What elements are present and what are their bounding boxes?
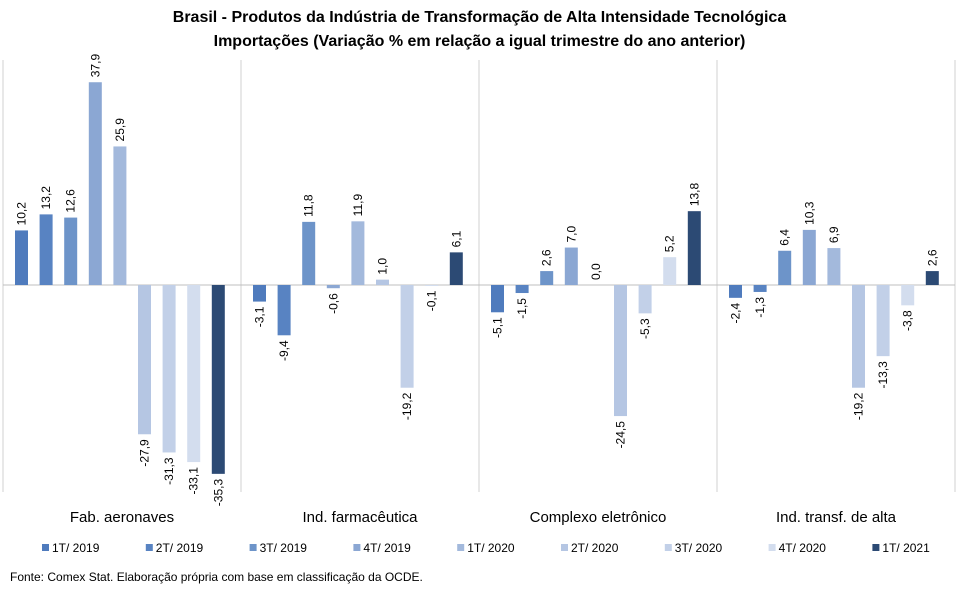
bar	[138, 285, 151, 435]
data-label: 37,9	[88, 54, 102, 78]
data-label: 11,8	[302, 194, 316, 217]
legend-swatch	[768, 544, 776, 551]
data-label: -13,3	[876, 361, 890, 389]
legend-swatch	[872, 544, 880, 551]
data-label: 11,9	[351, 194, 365, 217]
legend-swatch	[457, 544, 465, 551]
data-label: 5,2	[663, 235, 677, 252]
data-label: -5,3	[638, 318, 652, 339]
bar	[39, 214, 53, 285]
bar	[852, 285, 865, 388]
category-label: Ind. transf. de alta	[776, 509, 897, 526]
data-label: -3,1	[253, 306, 267, 327]
data-label: -1,5	[515, 298, 529, 319]
bar	[778, 250, 792, 285]
chart-title-line-2: Importações (Variação % em relação a igu…	[213, 33, 746, 50]
bar	[663, 257, 677, 285]
bar	[876, 285, 890, 357]
legend-label: 4T/ 2019	[363, 541, 411, 555]
bar	[88, 82, 102, 285]
legend-label: 2T/ 2020	[571, 541, 619, 555]
data-label: -5,1	[491, 317, 505, 338]
data-label: -0,1	[425, 290, 439, 311]
data-label: 12,6	[64, 189, 78, 213]
data-label: 10,3	[802, 201, 816, 225]
bar	[64, 217, 78, 285]
data-label: -0,6	[326, 293, 340, 314]
bar	[753, 285, 767, 292]
data-label: 0,0	[589, 263, 603, 280]
bar	[827, 248, 841, 285]
legend-swatch	[664, 544, 672, 551]
bar	[187, 285, 201, 463]
bar	[449, 252, 463, 285]
legend-label: 3T/ 2019	[260, 541, 308, 555]
bar	[802, 229, 816, 285]
data-label: -35,3	[211, 479, 225, 507]
data-label: -2,4	[729, 303, 743, 324]
bar	[515, 285, 529, 294]
data-label: 10,2	[15, 202, 29, 226]
bar	[425, 285, 439, 286]
bar	[729, 285, 742, 298]
legend-swatch	[561, 544, 568, 551]
data-label: -1,3	[753, 297, 767, 318]
data-label: -19,2	[400, 392, 414, 420]
bar	[15, 230, 28, 285]
data-label: -3,8	[901, 310, 915, 331]
bar	[400, 285, 414, 388]
bar	[253, 285, 266, 302]
data-label: 6,4	[778, 229, 792, 246]
data-label: 6,1	[449, 230, 463, 247]
category-label: Fab. aeronaves	[70, 509, 174, 526]
bar	[638, 285, 652, 314]
bar	[540, 271, 554, 285]
bar	[351, 221, 365, 285]
legend-swatch	[145, 544, 153, 551]
legend-swatch	[353, 544, 361, 551]
category-label: Complexo eletrônico	[530, 509, 667, 526]
data-label: 2,6	[925, 249, 939, 266]
legend-label: 4T/ 2020	[779, 541, 827, 555]
data-label: -9,4	[277, 340, 291, 361]
data-label: 2,6	[540, 249, 554, 266]
source-note: Fonte: Comex Stat. Elaboração própria co…	[10, 570, 423, 584]
chart-title-line-1: Brasil - Produtos da Indústria de Transf…	[172, 9, 787, 26]
data-label: 13,2	[39, 186, 53, 210]
data-label: -33,1	[187, 467, 201, 495]
legend-swatch	[42, 544, 49, 551]
data-label: 13,8	[687, 182, 701, 206]
data-label: -19,2	[852, 392, 866, 420]
data-label: -27,9	[138, 439, 152, 467]
data-label: 7,0	[564, 226, 578, 243]
bar	[925, 271, 939, 285]
bar	[302, 221, 316, 285]
legend-label: 1T/ 2020	[467, 541, 515, 555]
bar	[614, 285, 627, 417]
bar	[901, 285, 915, 306]
category-label: Ind. farmacêutica	[302, 509, 418, 526]
data-label: 25,9	[113, 118, 127, 142]
bar	[326, 285, 340, 289]
bar	[376, 279, 389, 285]
bar	[687, 211, 701, 285]
bar	[277, 285, 291, 336]
data-label: 1,0	[376, 258, 390, 275]
legend-label: 1T/ 2019	[52, 541, 100, 555]
bar	[113, 146, 127, 285]
data-label: -24,5	[614, 421, 628, 449]
bar	[564, 247, 578, 285]
legend-swatch	[249, 544, 257, 551]
legend-label: 3T/ 2020	[675, 541, 723, 555]
legend-label: 2T/ 2019	[156, 541, 204, 555]
data-label: -31,3	[162, 457, 176, 485]
legend-label: 1T/ 2021	[882, 541, 930, 555]
bar	[211, 285, 225, 474]
bar	[162, 285, 176, 453]
bar	[491, 285, 504, 313]
data-label: 6,9	[827, 226, 841, 243]
